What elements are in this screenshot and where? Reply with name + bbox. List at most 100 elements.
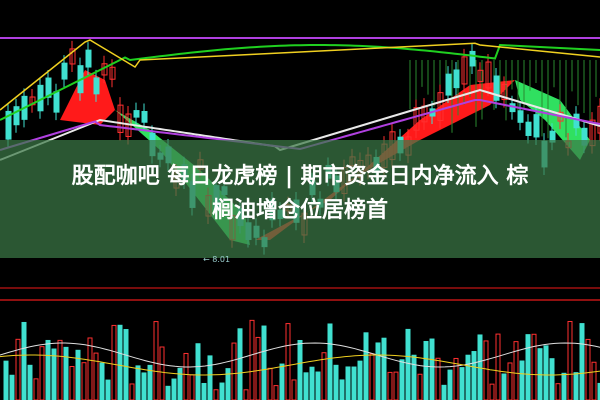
volume-bar	[309, 366, 315, 400]
volume-bar	[573, 372, 579, 400]
volume-bar	[423, 340, 429, 400]
candle	[461, 56, 468, 85]
volume-bar	[483, 340, 489, 400]
volume-ma-line	[0, 342, 600, 368]
ma-line-green	[0, 43, 600, 121]
volume-bar	[75, 349, 81, 400]
volume-bar	[357, 360, 363, 400]
price-low-label: ← 8.01	[203, 255, 231, 264]
volume-bar	[447, 369, 453, 400]
volume-bar	[519, 360, 525, 400]
volume-bar	[207, 355, 213, 400]
volume-bar	[63, 346, 69, 400]
candle	[525, 121, 532, 136]
volume-bar	[135, 365, 141, 400]
volume-bar	[291, 379, 297, 400]
volume-bar	[285, 323, 291, 400]
candle	[117, 104, 124, 133]
volume-bar	[9, 374, 15, 400]
volume-bar	[45, 339, 51, 400]
volume-bar	[327, 323, 333, 400]
volume-bar	[123, 329, 129, 400]
volume-bar	[153, 321, 159, 400]
volume-bar	[117, 324, 123, 400]
volume-bar	[261, 325, 267, 400]
volume-bar	[105, 379, 111, 400]
volume-bar	[369, 353, 375, 400]
volume-bar	[99, 362, 105, 400]
candle	[597, 105, 600, 134]
ma-line-yellow	[0, 39, 600, 111]
volume-bar	[165, 385, 171, 400]
volume-bar	[51, 348, 57, 400]
volume-bar	[267, 367, 273, 400]
candle	[437, 92, 444, 121]
volume-bar	[525, 334, 531, 400]
volume-bar	[417, 373, 423, 400]
volume-bar	[27, 364, 33, 400]
candle	[445, 73, 452, 96]
candle	[93, 77, 100, 95]
volume-bar	[375, 342, 381, 400]
volume-bar	[141, 372, 147, 400]
candle	[109, 66, 116, 80]
volume-bar	[531, 333, 537, 400]
candle	[141, 110, 148, 123]
volume-bar	[87, 337, 93, 400]
volume-bar	[21, 321, 27, 400]
volume-bar	[411, 354, 417, 400]
candle	[85, 49, 92, 68]
volume-bar	[219, 382, 225, 400]
volume-bar	[453, 357, 459, 400]
candle	[573, 113, 580, 129]
volume-bar	[381, 337, 387, 400]
volume-bar	[249, 319, 255, 400]
volume-bar	[237, 328, 243, 400]
title-line-1: 股配咖吧 每日龙虎榜 | 期市资金日内净流入 棕	[71, 164, 529, 189]
candle	[477, 69, 484, 82]
candle	[533, 114, 540, 138]
volume-bar	[69, 366, 75, 400]
volume-bar	[255, 336, 261, 400]
volume-bar	[471, 351, 477, 400]
volume-bar	[297, 339, 303, 400]
candle	[69, 48, 76, 65]
volume-bar	[429, 338, 435, 400]
title-overlay-band	[0, 140, 600, 258]
candle	[133, 110, 140, 118]
volume-bar	[243, 389, 249, 400]
volume-bar	[81, 362, 87, 400]
volume-bar	[399, 359, 405, 400]
title-line-2: 榈油增仓位居榜首	[211, 198, 388, 223]
volume-bar	[315, 371, 321, 400]
candle	[453, 69, 460, 89]
volume-bar	[15, 338, 21, 400]
volume-bar	[57, 339, 63, 400]
volume-bar	[273, 385, 279, 400]
volume-bar	[513, 341, 519, 400]
candle	[45, 77, 52, 98]
volume-bar	[333, 364, 339, 400]
article-title: 股配咖吧 每日龙虎榜 | 期市资金日内净流入 棕 榈油增仓位居榜首	[0, 160, 600, 228]
volume-bar	[177, 367, 183, 400]
volume-bar	[195, 343, 201, 400]
volume-bar	[543, 345, 549, 400]
volume-bar	[339, 379, 345, 400]
candle	[493, 75, 500, 101]
volume-bar	[321, 352, 327, 400]
volume-bar	[579, 323, 585, 400]
volume-bar	[405, 328, 411, 400]
candle	[413, 107, 420, 131]
volume-bar	[597, 382, 600, 400]
candle	[517, 110, 524, 123]
candle	[5, 110, 12, 140]
volume-bar	[585, 338, 591, 400]
volume-bar	[567, 321, 573, 400]
volume-bar	[489, 383, 495, 400]
volume-bar	[33, 378, 39, 400]
candle	[13, 106, 20, 126]
volume-bar	[465, 354, 471, 400]
volume-bar	[171, 378, 177, 400]
volume-bar	[213, 389, 219, 400]
